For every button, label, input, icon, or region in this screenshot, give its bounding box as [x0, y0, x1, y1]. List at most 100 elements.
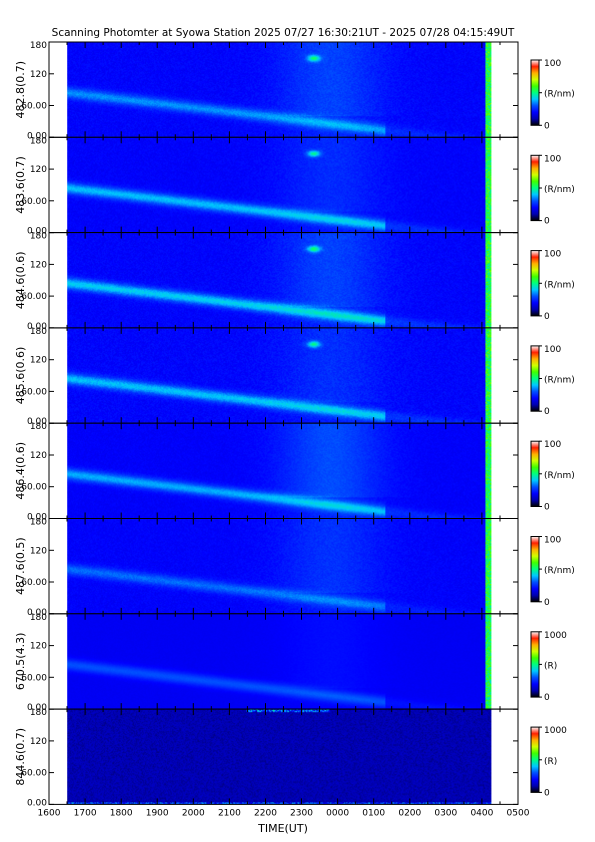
colorbar-min-label: 0	[544, 788, 550, 798]
panel-ylabel: 485.6(0.6)	[14, 347, 27, 405]
colorbar-unit-label: (R/nm)	[544, 471, 575, 481]
colorbar-min-label: 0	[544, 693, 550, 703]
colorbar-min-label: 0	[544, 407, 550, 417]
panel-ylabel: 482.8(0.7)	[14, 61, 27, 119]
x-tick-label: 1700	[74, 808, 97, 818]
heatmap-6	[67, 518, 492, 614]
colorbar-unit-label: (R/nm)	[544, 90, 575, 100]
colorbar-4	[530, 345, 540, 412]
y-tick-label: 180	[30, 613, 47, 623]
colorbar-min-label: 0	[544, 598, 550, 608]
heatmap-3	[67, 232, 492, 328]
colorbar-unit-label: (R/nm)	[544, 280, 575, 290]
colorbar-1	[530, 59, 540, 126]
y-tick-label: 60.00	[21, 387, 47, 397]
x-tick-label: 2300	[290, 808, 313, 818]
panel-ylabel: 670.5(4.3)	[14, 633, 27, 691]
x-tick-label: 2000	[182, 808, 205, 818]
y-tick-label: 120	[30, 70, 47, 80]
y-tick-label: 0.00	[27, 417, 47, 427]
y-tick-label: 180	[30, 136, 47, 146]
heatmap-2	[67, 137, 492, 233]
colorbar-min-label: 0	[544, 217, 550, 227]
y-tick-label: 180	[30, 708, 47, 718]
y-tick-label: 0.00	[27, 322, 47, 332]
colorbar-max-label: 100	[544, 440, 561, 450]
colorbar-max-label: 100	[544, 345, 561, 355]
x-tick-label: 1600	[38, 808, 61, 818]
colorbar-min-label: 0	[544, 312, 550, 322]
colorbar-7	[530, 631, 540, 698]
colorbar-5	[530, 440, 540, 508]
x-axis-title: TIME(UT)	[257, 822, 308, 835]
colorbar-min-label: 0	[544, 503, 550, 513]
x-tick-label: 0300	[434, 808, 457, 818]
y-tick-label: 0.00	[27, 227, 47, 237]
y-tick-label: 0.00	[27, 513, 47, 523]
chart-title: Scanning Photomter at Syowa Station 2025…	[52, 27, 515, 39]
colorbar-unit-label: (R/nm)	[544, 566, 575, 576]
y-tick-label: 60.00	[21, 292, 47, 302]
y-tick-label: 60.00	[21, 102, 47, 112]
colorbar-max-label: 100	[544, 250, 561, 260]
y-tick-label: 0.00	[27, 131, 47, 141]
x-tick-label: 2100	[218, 808, 241, 818]
x-tick-label: 0200	[398, 808, 421, 818]
panel-ylabel: 483.6(0.7)	[14, 156, 27, 214]
panel-ylabel: 844.6(0.7)	[14, 728, 27, 786]
y-tick-label: 120	[30, 165, 47, 175]
colorbar-max-label: 100	[544, 536, 561, 546]
x-tick-label: 0100	[362, 808, 385, 818]
colorbar-2	[530, 154, 540, 222]
y-tick-label: 120	[30, 451, 47, 461]
y-tick-label: 180	[30, 422, 47, 432]
heatmap-8	[67, 709, 492, 805]
colorbar-8	[530, 726, 540, 793]
y-tick-label: 0.00	[27, 608, 47, 618]
y-tick-label: 180	[30, 518, 47, 528]
y-tick-label: 120	[30, 546, 47, 556]
colorbar-3	[530, 250, 540, 317]
colorbar-6	[530, 536, 540, 603]
colorbar-unit-label: (R)	[544, 661, 557, 671]
colorbar-max-label: 1000	[544, 631, 567, 641]
y-tick-label: 60.00	[21, 197, 47, 207]
x-tick-label: 0500	[507, 808, 530, 818]
x-axis: 1600 1700 1800 1900 2000 2100 2200 2300 0000 0100…	[38, 808, 530, 818]
y-tick-label: 180	[30, 41, 47, 51]
y-tick-label: 120	[30, 737, 47, 747]
y-tick-label: 0.00	[27, 798, 47, 808]
colorbar-unit-label: (R/nm)	[544, 376, 575, 386]
x-tick-label: 2200	[254, 808, 277, 818]
colorbar-max-label: 100	[544, 59, 561, 69]
y-tick-label: 0.00	[27, 703, 47, 713]
heatmap-5	[67, 423, 492, 519]
y-tick-label: 120	[30, 260, 47, 270]
colorbar-max-label: 100	[544, 154, 561, 164]
y-tick-label: 180	[30, 232, 47, 242]
y-tick-label: 60.00	[21, 769, 47, 779]
x-tick-label: 1800	[110, 808, 133, 818]
colorbar-min-label: 0	[544, 121, 550, 131]
x-tick-label: 0400	[470, 808, 493, 818]
colorbar-max-label: 1000	[544, 726, 567, 736]
y-tick-label: 60.00	[21, 483, 47, 493]
panel-ylabel: 487.6(0.5)	[14, 537, 27, 595]
y-tick-label: 60.00	[21, 673, 47, 683]
y-tick-label: 180	[30, 327, 47, 337]
heatmap-1	[67, 42, 492, 138]
heatmap-4	[67, 327, 492, 424]
y-tick-label: 120	[30, 642, 47, 652]
heatmap-7	[67, 613, 492, 710]
panel-ylabel: 486.4(0.6)	[14, 442, 27, 500]
